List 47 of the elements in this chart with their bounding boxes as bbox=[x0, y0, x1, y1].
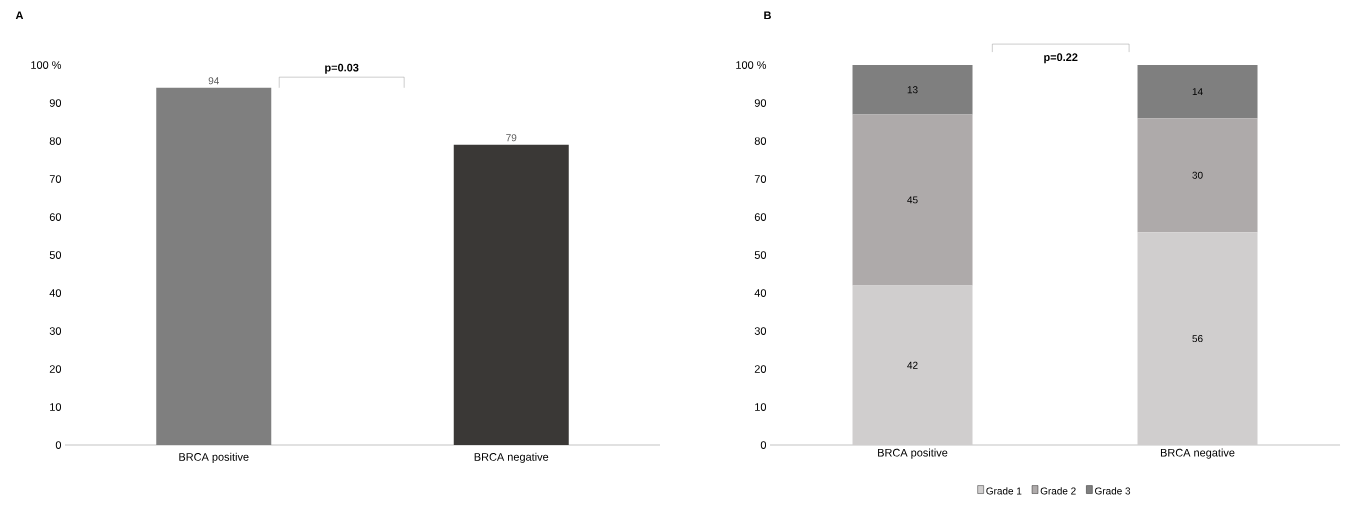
y-tick-label: 90 bbox=[49, 99, 62, 107]
chart-title: A bbox=[15, 11, 24, 20]
data-label: 45 bbox=[907, 196, 918, 204]
bar bbox=[1137, 65, 1258, 119]
y-tick-label: 40 bbox=[49, 289, 62, 297]
bar bbox=[1137, 118, 1258, 233]
data-label: 14 bbox=[1192, 88, 1203, 96]
y-tick-label: 0 bbox=[760, 441, 767, 449]
y-tick-label: 80 bbox=[754, 137, 767, 145]
bar bbox=[1137, 232, 1258, 445]
y-tick-label: 60 bbox=[754, 213, 767, 221]
bar bbox=[852, 114, 973, 286]
y-tick-label: 20 bbox=[49, 365, 62, 373]
y-tick-label: 20 bbox=[754, 365, 767, 373]
y-tick-label: 50 bbox=[49, 251, 62, 259]
data-label: 42 bbox=[907, 361, 918, 369]
x-tick-label: BRCA positive bbox=[878, 448, 948, 459]
bar bbox=[852, 285, 973, 445]
x-tick-label: BRCA negative bbox=[474, 452, 549, 463]
y-tick-label: 100 % bbox=[736, 61, 767, 69]
y-tick-label: 10 bbox=[755, 403, 767, 411]
y-tick-label: 0 bbox=[55, 441, 62, 449]
data-label: 79 bbox=[506, 134, 517, 142]
y-tick-label: 80 bbox=[49, 137, 62, 145]
data-label: 56 bbox=[1192, 335, 1203, 343]
chart-title: B bbox=[764, 11, 771, 20]
y-tick-label: 30 bbox=[49, 327, 62, 335]
legend-label: Grade 3 bbox=[1095, 487, 1131, 495]
y-tick-label: 70 bbox=[49, 175, 62, 183]
x-tick-label: BRCA positive bbox=[179, 452, 249, 463]
y-tick-label: 70 bbox=[754, 175, 767, 183]
y-tick-label: 50 bbox=[754, 251, 767, 259]
y-tick-label: 100 % bbox=[31, 61, 62, 69]
legend-label: Grade 1 bbox=[986, 487, 1022, 495]
y-tick-label: 60 bbox=[49, 213, 62, 221]
data-label: 13 bbox=[907, 86, 918, 94]
y-tick-label: 90 bbox=[754, 99, 767, 107]
y-tick-label: 40 bbox=[754, 289, 767, 297]
x-tick-label: BRCA negative bbox=[1160, 448, 1235, 459]
text: p=0.22 bbox=[1044, 53, 1078, 64]
data-label: 94 bbox=[208, 77, 219, 85]
data-label: 30 bbox=[1192, 171, 1203, 179]
annotation: p=0.03 bbox=[325, 63, 359, 74]
y-tick-label: 30 bbox=[754, 327, 767, 335]
legend-label: Grade 2 bbox=[1040, 487, 1076, 495]
bar bbox=[852, 65, 973, 115]
y-tick-label: 10 bbox=[50, 403, 62, 411]
